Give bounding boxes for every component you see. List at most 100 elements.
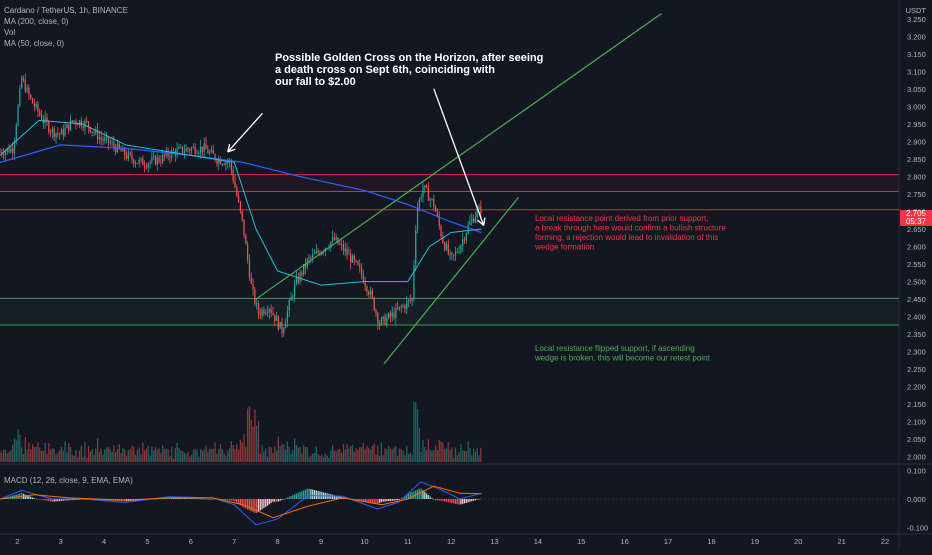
candle-body[interactable] bbox=[384, 316, 386, 325]
candle-body[interactable] bbox=[149, 161, 151, 164]
candle-body[interactable] bbox=[207, 149, 209, 154]
candle-body[interactable] bbox=[198, 152, 200, 154]
candle-body[interactable] bbox=[279, 321, 281, 329]
candle-body[interactable] bbox=[154, 156, 157, 165]
candle-body[interactable] bbox=[340, 244, 343, 246]
candle-body[interactable] bbox=[436, 211, 439, 217]
candle-body[interactable] bbox=[368, 291, 370, 295]
candle-body[interactable] bbox=[346, 248, 348, 255]
candle-body[interactable] bbox=[107, 136, 110, 144]
candle-body[interactable] bbox=[40, 115, 43, 121]
candle-body[interactable] bbox=[225, 162, 227, 165]
candle-body[interactable] bbox=[348, 253, 350, 255]
candle-body[interactable] bbox=[124, 148, 126, 156]
candle-body[interactable] bbox=[180, 146, 182, 148]
candle-body[interactable] bbox=[294, 283, 296, 297]
candle-body[interactable] bbox=[156, 157, 158, 165]
candle-body[interactable] bbox=[469, 221, 471, 225]
candle-body[interactable] bbox=[62, 129, 64, 136]
candle-body[interactable] bbox=[476, 208, 478, 217]
candle-body[interactable] bbox=[281, 321, 283, 334]
candle-body[interactable] bbox=[310, 257, 312, 259]
candle-body[interactable] bbox=[312, 254, 314, 258]
candle-body[interactable] bbox=[46, 117, 48, 123]
candle-body[interactable] bbox=[465, 233, 467, 241]
candle-body[interactable] bbox=[471, 218, 473, 222]
support-note[interactable]: Local resistance flipped support, if asc… bbox=[535, 344, 695, 353]
candle-body[interactable] bbox=[230, 160, 233, 170]
candle-body[interactable] bbox=[357, 261, 359, 265]
candle-body[interactable] bbox=[420, 197, 422, 200]
candle-body[interactable] bbox=[24, 79, 26, 92]
resistance-note[interactable]: forming, a rejection would lead to inval… bbox=[535, 233, 718, 242]
annotation-arrow-0[interactable] bbox=[227, 112, 263, 153]
candle-body[interactable] bbox=[373, 297, 375, 311]
candle-body[interactable] bbox=[22, 77, 25, 80]
candle-body[interactable] bbox=[133, 159, 135, 165]
candle-body[interactable] bbox=[53, 128, 55, 137]
candle-body[interactable] bbox=[243, 219, 245, 236]
candle-body[interactable] bbox=[19, 87, 21, 106]
candle-body[interactable] bbox=[407, 299, 410, 302]
volume-legend[interactable]: Vol bbox=[4, 28, 16, 37]
candle-body[interactable] bbox=[98, 137, 101, 140]
wedge-line-1[interactable] bbox=[383, 197, 519, 365]
resistance-note[interactable]: wedge formation bbox=[534, 243, 594, 252]
candle-body[interactable] bbox=[413, 264, 415, 299]
candle-body[interactable] bbox=[28, 87, 30, 95]
candle-body[interactable] bbox=[15, 125, 17, 141]
candle-body[interactable] bbox=[375, 310, 377, 313]
candle-body[interactable] bbox=[263, 309, 265, 314]
candle-body[interactable] bbox=[87, 121, 90, 128]
candle-body[interactable] bbox=[69, 120, 72, 131]
candle-body[interactable] bbox=[239, 201, 242, 211]
macd-line[interactable] bbox=[0, 481, 482, 526]
candle-body[interactable] bbox=[2, 154, 5, 156]
candle-body[interactable] bbox=[171, 150, 173, 158]
candle-body[interactable] bbox=[454, 251, 457, 255]
candle-body[interactable] bbox=[109, 142, 111, 144]
candle-body[interactable] bbox=[442, 236, 444, 243]
candle-body[interactable] bbox=[353, 255, 355, 261]
candle-body[interactable] bbox=[449, 252, 451, 254]
candle-body[interactable] bbox=[4, 151, 7, 156]
candle-body[interactable] bbox=[60, 129, 63, 135]
candle-body[interactable] bbox=[250, 277, 252, 284]
candle-body[interactable] bbox=[42, 120, 45, 123]
candle-body[interactable] bbox=[221, 164, 223, 165]
candle-body[interactable] bbox=[265, 312, 267, 314]
candle-body[interactable] bbox=[176, 148, 178, 156]
candle-body[interactable] bbox=[91, 131, 93, 133]
candle-body[interactable] bbox=[299, 272, 301, 283]
candle-body[interactable] bbox=[190, 147, 193, 151]
candle-body[interactable] bbox=[422, 187, 424, 198]
candle-body[interactable] bbox=[93, 131, 95, 133]
candle-body[interactable] bbox=[440, 225, 442, 237]
candle-body[interactable] bbox=[218, 159, 220, 164]
candle-body[interactable] bbox=[39, 111, 41, 116]
candle-body[interactable] bbox=[223, 164, 225, 165]
candle-body[interactable] bbox=[158, 157, 160, 162]
candle-body[interactable] bbox=[284, 322, 287, 329]
candle-body[interactable] bbox=[51, 128, 54, 133]
annotation-arrow-1[interactable] bbox=[433, 88, 485, 226]
candle-body[interactable] bbox=[134, 163, 137, 165]
candle-body[interactable] bbox=[366, 286, 368, 292]
candle-body[interactable] bbox=[259, 313, 261, 316]
ma50-legend[interactable]: MA (50, close, 0) bbox=[4, 39, 65, 48]
candle-body[interactable] bbox=[351, 255, 354, 263]
candle-body[interactable] bbox=[86, 120, 88, 122]
candle-body[interactable] bbox=[402, 305, 404, 307]
candle-body[interactable] bbox=[350, 253, 352, 263]
candle-body[interactable] bbox=[245, 235, 247, 245]
candle-body[interactable] bbox=[411, 298, 413, 301]
candle-body[interactable] bbox=[143, 165, 146, 167]
candle-body[interactable] bbox=[447, 244, 449, 254]
candle-body[interactable] bbox=[55, 133, 57, 137]
candle-body[interactable] bbox=[122, 148, 124, 152]
candle-body[interactable] bbox=[169, 156, 171, 158]
candle-body[interactable] bbox=[232, 169, 234, 181]
candle-body[interactable] bbox=[237, 195, 240, 202]
candle-body[interactable] bbox=[178, 146, 180, 149]
candle-body[interactable] bbox=[78, 120, 81, 126]
